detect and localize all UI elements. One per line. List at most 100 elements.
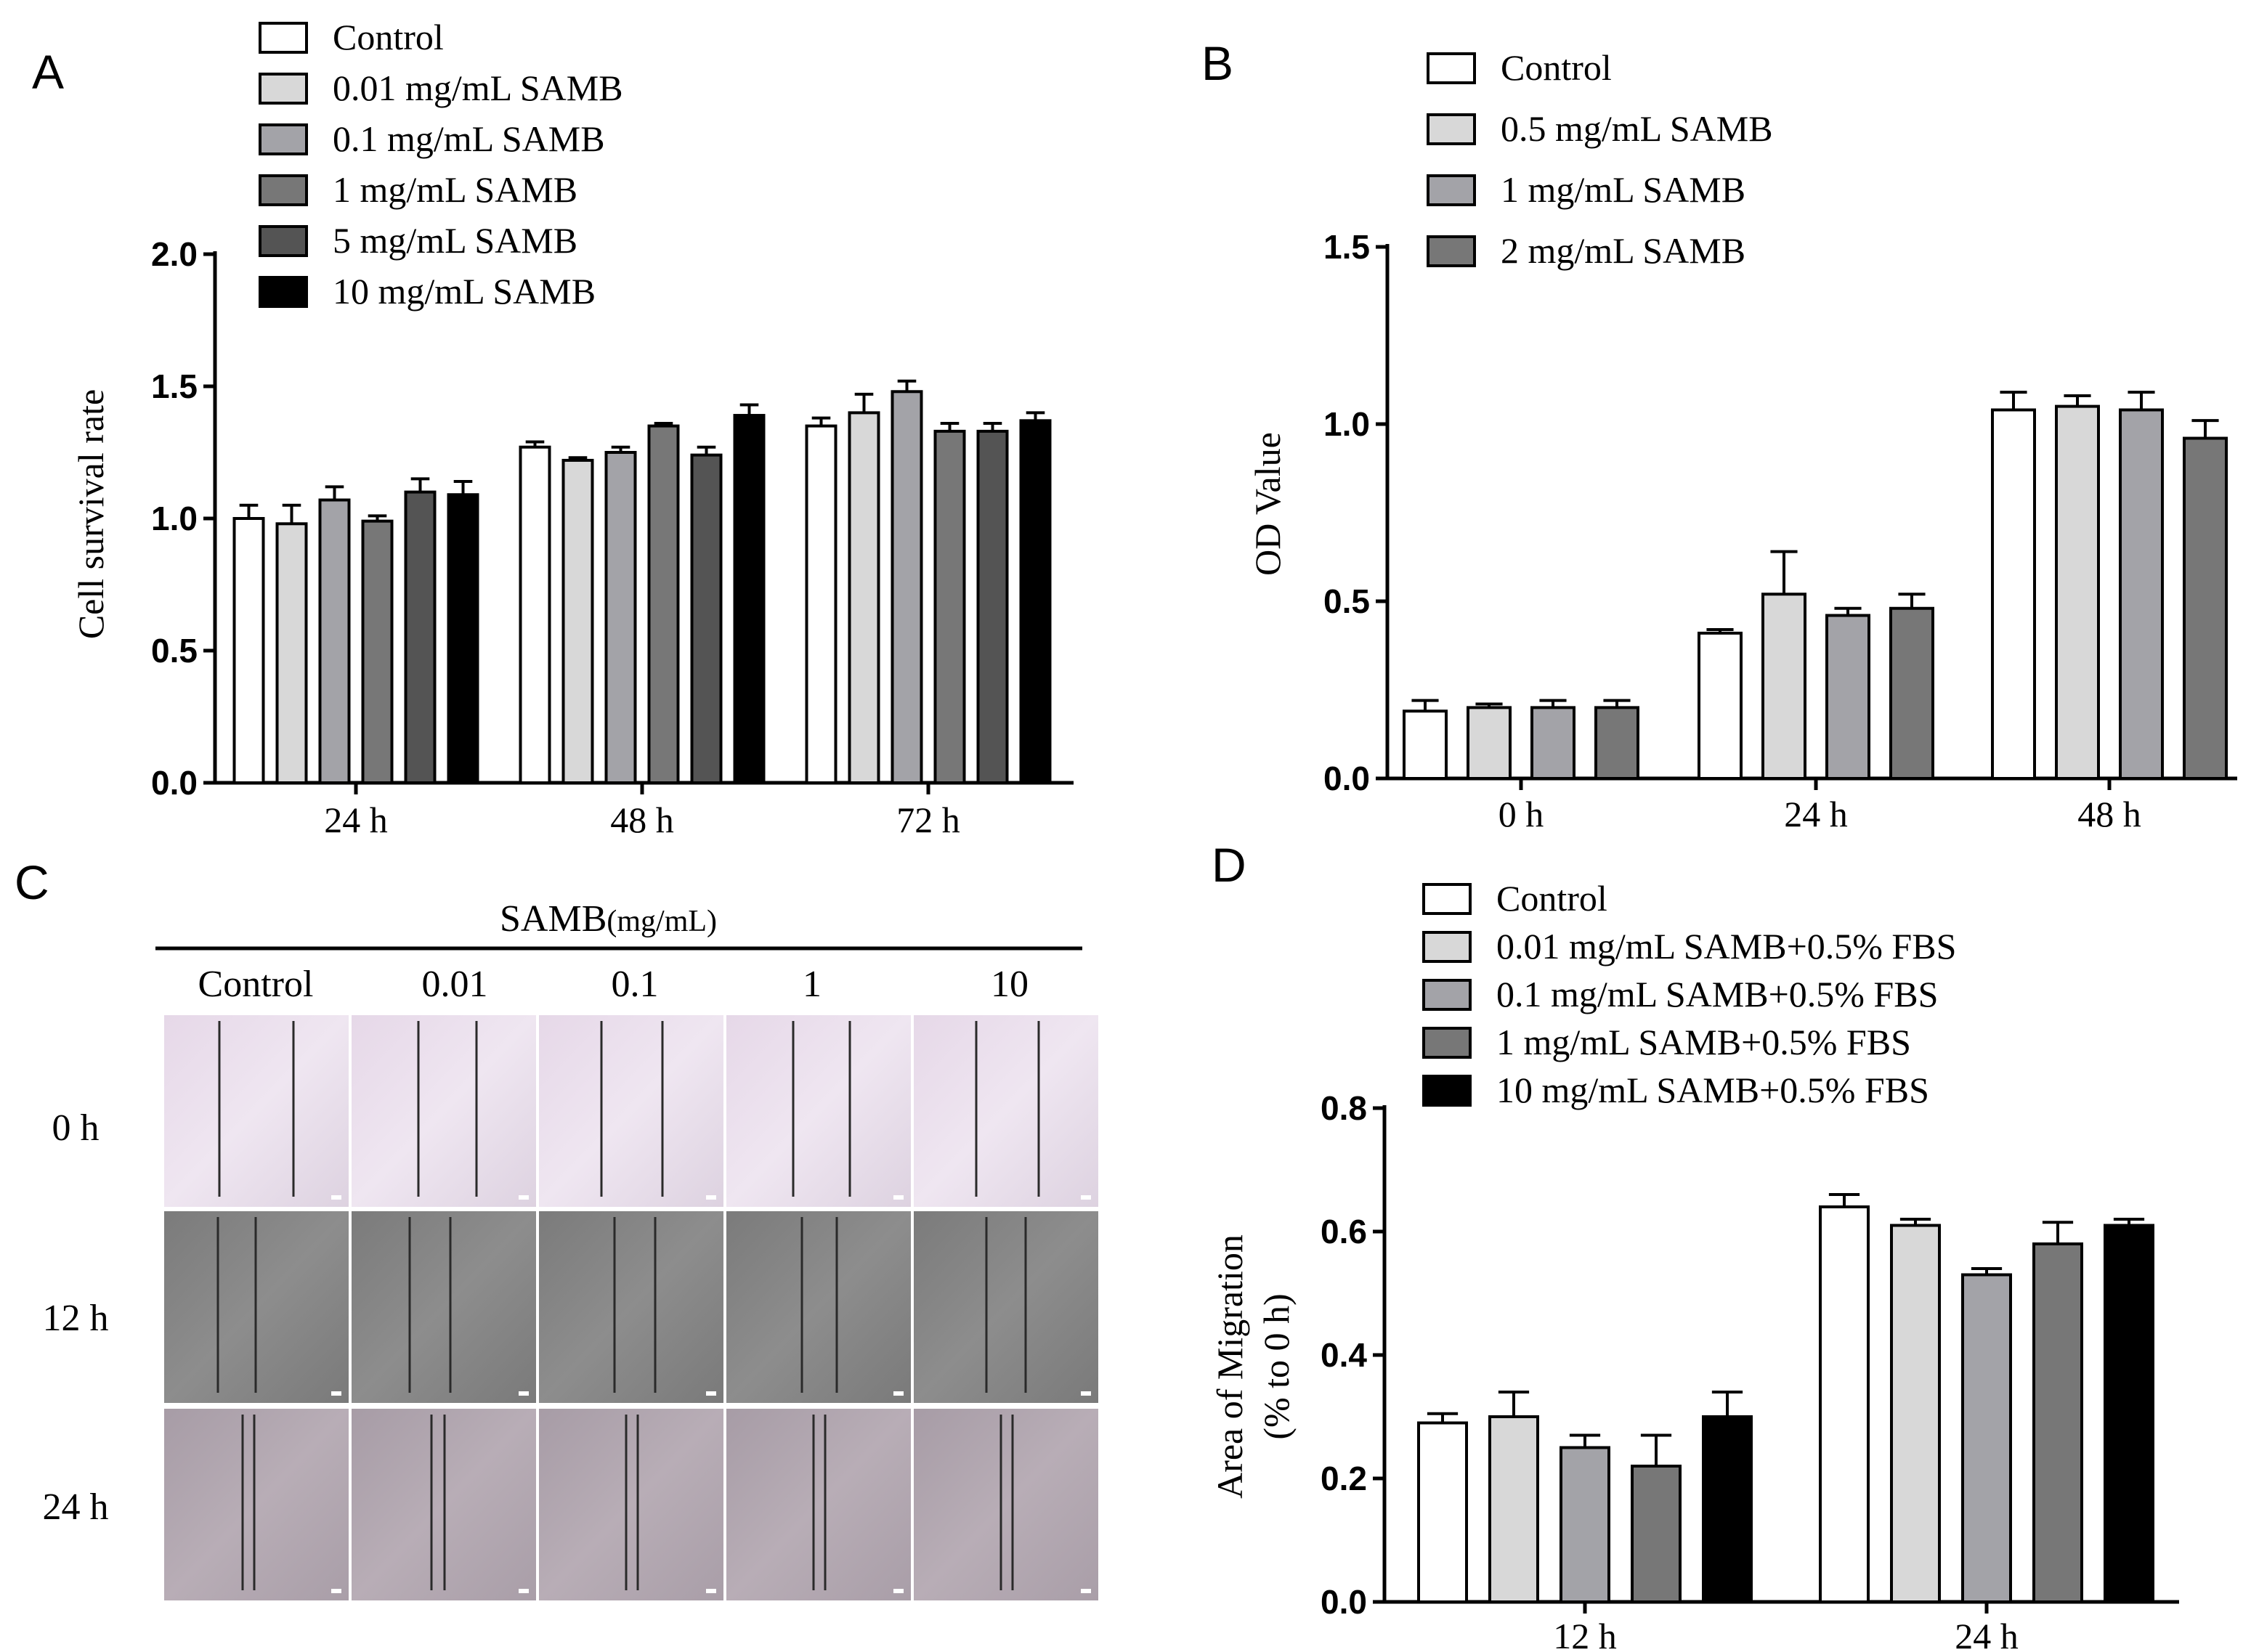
micrograph-tile xyxy=(726,1211,911,1403)
bar xyxy=(891,390,923,784)
scale-bar xyxy=(519,1589,529,1593)
panel-letter-c: C xyxy=(15,855,49,909)
bar xyxy=(1417,1421,1468,1603)
chart-b: 0.0 0.5 1.0 1.5 OD Value 0 h 24 h 48 h Control 0.… xyxy=(1247,47,2237,834)
bar xyxy=(1019,419,1052,784)
micrograph-tile xyxy=(726,1409,911,1600)
bar xyxy=(1890,1224,1941,1603)
micrograph-tile xyxy=(539,1211,723,1403)
bar xyxy=(1488,1415,1539,1603)
x-tick-label: 24 h xyxy=(324,799,388,840)
bar xyxy=(2055,404,2100,780)
bar xyxy=(519,445,551,784)
y-tick-label: 0.6 xyxy=(1321,1213,1367,1250)
y-axis-label: Area of Migration xyxy=(1209,1234,1250,1499)
bar xyxy=(976,429,1009,784)
legend-label: Control xyxy=(1496,878,1607,919)
wound-col-label: Control xyxy=(198,964,314,1005)
bar xyxy=(2119,408,2164,780)
bar xyxy=(1889,606,1934,781)
legend-swatch xyxy=(259,73,308,105)
bar xyxy=(1819,1205,1870,1603)
y-tick-label: 1.0 xyxy=(151,500,198,537)
scale-bar xyxy=(893,1391,904,1396)
scale-bar xyxy=(893,1589,904,1593)
bar xyxy=(1530,706,1575,781)
bar xyxy=(2032,1242,2083,1603)
y-tick-label: 0.5 xyxy=(151,632,198,670)
bar xyxy=(1403,709,1448,781)
legend-label: 0.1 mg/mL SAMB xyxy=(333,118,605,159)
legend-label: 1 mg/mL SAMB+0.5% FBS xyxy=(1496,1022,1911,1062)
y-axis-label-2: (% to 0 h) xyxy=(1256,1293,1297,1439)
legend-swatch xyxy=(259,174,308,206)
y-axis-label: OD Value xyxy=(1247,432,1288,576)
bar xyxy=(447,493,479,784)
bar xyxy=(1702,1415,1753,1603)
y-tick-label: 0.5 xyxy=(1323,582,1370,620)
x-tick-label: 48 h xyxy=(610,799,674,840)
bar xyxy=(1698,631,1743,780)
wound-col-label: 0.1 xyxy=(612,964,659,1005)
scale-bar xyxy=(706,1195,716,1200)
scale-bar xyxy=(1081,1195,1091,1200)
legend-swatch xyxy=(1422,883,1472,915)
wound-row-label: 0 h xyxy=(52,1107,100,1149)
legend-swatch xyxy=(1427,235,1476,267)
micrograph-tile xyxy=(352,1211,536,1403)
micrograph-tile xyxy=(914,1211,1098,1403)
scale-bar xyxy=(331,1391,341,1396)
legend-label: 1 mg/mL SAMB xyxy=(333,169,577,210)
legend-swatch xyxy=(1422,979,1472,1011)
bar xyxy=(361,519,394,784)
legend-swatch xyxy=(1427,113,1476,145)
legend-swatch xyxy=(1422,931,1472,963)
bar xyxy=(604,451,637,784)
micrograph-tile xyxy=(726,1015,911,1207)
legend-label: Control xyxy=(333,17,444,57)
bar xyxy=(561,458,594,784)
y-tick-label: 0.2 xyxy=(1321,1460,1367,1497)
bar xyxy=(1594,706,1639,781)
y-tick-label: 0.8 xyxy=(1321,1089,1367,1127)
legend-label: 1 mg/mL SAMB xyxy=(1501,169,1745,210)
y-tick-label: 2.0 xyxy=(151,235,198,273)
legend-label: 0.01 mg/mL SAMB xyxy=(333,68,623,108)
y-tick-label: 0.0 xyxy=(1323,760,1370,797)
scale-bar xyxy=(706,1391,716,1396)
panel-letter-d: D xyxy=(1212,838,1246,892)
micrograph-tile xyxy=(164,1409,349,1600)
micrograph-tile xyxy=(914,1015,1098,1207)
x-tick-label: 12 h xyxy=(1553,1616,1617,1652)
y-tick-label: 0.0 xyxy=(151,764,198,802)
legend-swatch xyxy=(1427,52,1476,84)
y-tick-label: 1.0 xyxy=(1323,405,1370,443)
bar xyxy=(1825,614,1870,781)
bar xyxy=(848,411,880,785)
bar xyxy=(805,424,838,784)
y-tick-label: 0.0 xyxy=(1321,1583,1367,1621)
bar xyxy=(1467,706,1512,781)
chart-a: 0.0 0.5 1.0 1.5 2.0 Cell survival rate 24 h 48 … xyxy=(70,17,1074,840)
legend-swatch xyxy=(259,123,308,155)
wound-col-label: 1 xyxy=(803,964,822,1005)
y-tick-label: 0.4 xyxy=(1321,1336,1367,1374)
legend-label: 0.01 mg/mL SAMB+0.5% FBS xyxy=(1496,926,1956,967)
legend-label: 5 mg/mL SAMB xyxy=(333,220,577,261)
micrograph-tile xyxy=(164,1015,349,1207)
bar xyxy=(1631,1465,1682,1603)
legend-swatch xyxy=(1427,174,1476,206)
bar xyxy=(1991,408,2036,780)
scale-bar xyxy=(331,1195,341,1200)
legend-swatch xyxy=(259,225,308,257)
scale-bar xyxy=(519,1391,529,1396)
bar xyxy=(690,453,723,784)
bar xyxy=(2183,436,2228,781)
x-tick-label: 24 h xyxy=(1784,794,1848,834)
wound-col-label: 10 xyxy=(991,964,1029,1005)
legend-swatch xyxy=(259,22,308,54)
y-tick-label: 1.5 xyxy=(1323,228,1370,266)
bar xyxy=(318,498,351,785)
wound-row-label: 24 h xyxy=(43,1486,109,1528)
